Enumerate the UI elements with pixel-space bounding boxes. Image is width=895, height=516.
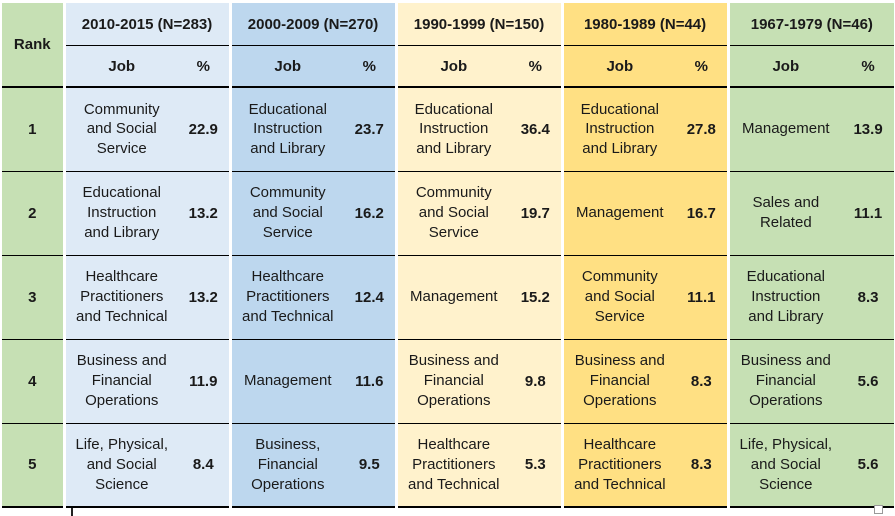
pct-cell: 12.4 xyxy=(344,255,397,340)
job-cell: Business and Financial Operations xyxy=(394,339,511,424)
era-header-row: Rank 2010-2015 (N=283) 2000-2009 (N=270) 1… xyxy=(2,3,895,88)
pct-cell: 23.7 xyxy=(344,87,397,172)
job-cell: Healthcare Practitioners and Technical xyxy=(560,423,677,508)
job-cell: Business, Financial Operations xyxy=(228,423,345,508)
pct-cell: 15.2 xyxy=(510,255,563,340)
table-row: 3 Healthcare Practitioners and Technical 1… xyxy=(2,255,895,340)
selection-handle xyxy=(874,505,883,514)
table-row: 2 Educational Instruction and Library 13.2… xyxy=(2,171,895,256)
job-cell: Educational Instruction and Library xyxy=(62,171,178,256)
job-cell: Management xyxy=(228,339,345,424)
rank-cell: 1 xyxy=(2,87,64,172)
job-cell: Educational Instruction and Library xyxy=(228,87,345,172)
pct-subheader: % xyxy=(842,45,895,88)
pct-cell: 19.7 xyxy=(510,171,563,256)
job-subheader: Job xyxy=(228,45,345,88)
rank-cell: 5 xyxy=(2,423,64,508)
job-subheader: Job xyxy=(726,45,843,88)
era-header: 2010-2015 (N=283) xyxy=(62,3,231,46)
cursor-artifact xyxy=(71,508,73,516)
sub-header-row: Job% Job% Job% Job% Job% xyxy=(2,45,895,88)
job-cell: Management xyxy=(726,87,843,172)
pct-cell: 11.9 xyxy=(178,339,231,424)
pct-cell: 13.2 xyxy=(178,171,231,256)
pct-cell: 16.7 xyxy=(676,171,729,256)
pct-cell: 11.1 xyxy=(676,255,729,340)
pct-cell: 8.4 xyxy=(178,423,231,508)
job-cell: Business and Financial Operations xyxy=(62,339,178,424)
rank-cell: 3 xyxy=(2,255,64,340)
job-cell: Healthcare Practitioners and Technical xyxy=(62,255,178,340)
pct-cell: 5.6 xyxy=(842,339,895,424)
job-cell: Sales and Related xyxy=(726,171,843,256)
pct-cell: 11.1 xyxy=(842,171,895,256)
pct-subheader: % xyxy=(344,45,397,88)
rank-header: Rank xyxy=(2,3,64,88)
job-cell: Business and Financial Operations xyxy=(726,339,843,424)
pct-cell: 27.8 xyxy=(676,87,729,172)
pct-cell: 9.8 xyxy=(510,339,563,424)
rank-cell: 2 xyxy=(2,171,64,256)
ranking-table: Rank 2010-2015 (N=283) 2000-2009 (N=270) 1… xyxy=(2,3,895,508)
table-row: 5 Life, Physical, and Social Science 8.4 Bu… xyxy=(2,423,895,508)
job-cell: Community and Social Service xyxy=(62,87,178,172)
table-row: 4 Business and Financial Operations 11.9 Ma… xyxy=(2,339,895,424)
pct-cell: 13.2 xyxy=(178,255,231,340)
era-header: 1967-1979 (N=46) xyxy=(726,3,895,46)
table-row: 1 Community and Social Service 22.9 Educati… xyxy=(2,87,895,172)
pct-cell: 8.3 xyxy=(842,255,895,340)
pct-cell: 8.3 xyxy=(676,423,729,508)
job-subheader: Job xyxy=(560,45,677,88)
pct-cell: 8.3 xyxy=(676,339,729,424)
job-cell: Management xyxy=(560,171,677,256)
job-subheader: Job xyxy=(394,45,511,88)
era-header: 1980-1989 (N=44) xyxy=(560,3,729,46)
pct-cell: 5.3 xyxy=(510,423,563,508)
era-header: 2000-2009 (N=270) xyxy=(228,3,397,46)
pct-cell: 22.9 xyxy=(178,87,231,172)
table-header: Rank 2010-2015 (N=283) 2000-2009 (N=270) 1… xyxy=(2,3,895,88)
pct-subheader: % xyxy=(510,45,563,88)
job-cell: Life, Physical, and Social Science xyxy=(726,423,843,508)
era-header: 1990-1999 (N=150) xyxy=(394,3,563,46)
pct-cell: 36.4 xyxy=(510,87,563,172)
table-body: 1 Community and Social Service 22.9 Educati… xyxy=(2,87,895,508)
pct-subheader: % xyxy=(676,45,729,88)
pct-cell: 9.5 xyxy=(344,423,397,508)
job-cell: Educational Instruction and Library xyxy=(394,87,511,172)
job-cell: Healthcare Practitioners and Technical xyxy=(228,255,345,340)
job-cell: Community and Social Service xyxy=(394,171,511,256)
job-cell: Community and Social Service xyxy=(228,171,345,256)
job-subheader: Job xyxy=(62,45,178,88)
pct-cell: 5.6 xyxy=(842,423,895,508)
pct-cell: 11.6 xyxy=(344,339,397,424)
job-cell: Business and Financial Operations xyxy=(560,339,677,424)
pct-cell: 13.9 xyxy=(842,87,895,172)
pct-subheader: % xyxy=(178,45,231,88)
pct-cell: 16.2 xyxy=(344,171,397,256)
job-cell: Educational Instruction and Library xyxy=(560,87,677,172)
rank-cell: 4 xyxy=(2,339,64,424)
job-cell: Management xyxy=(394,255,511,340)
job-cell: Educational Instruction and Library xyxy=(726,255,843,340)
job-cell: Community and Social Service xyxy=(560,255,677,340)
job-cell: Healthcare Practitioners and Technical xyxy=(394,423,511,508)
table-wrap: Rank 2010-2015 (N=283) 2000-2009 (N=270) 1… xyxy=(2,3,895,508)
job-cell: Life, Physical, and Social Science xyxy=(62,423,178,508)
